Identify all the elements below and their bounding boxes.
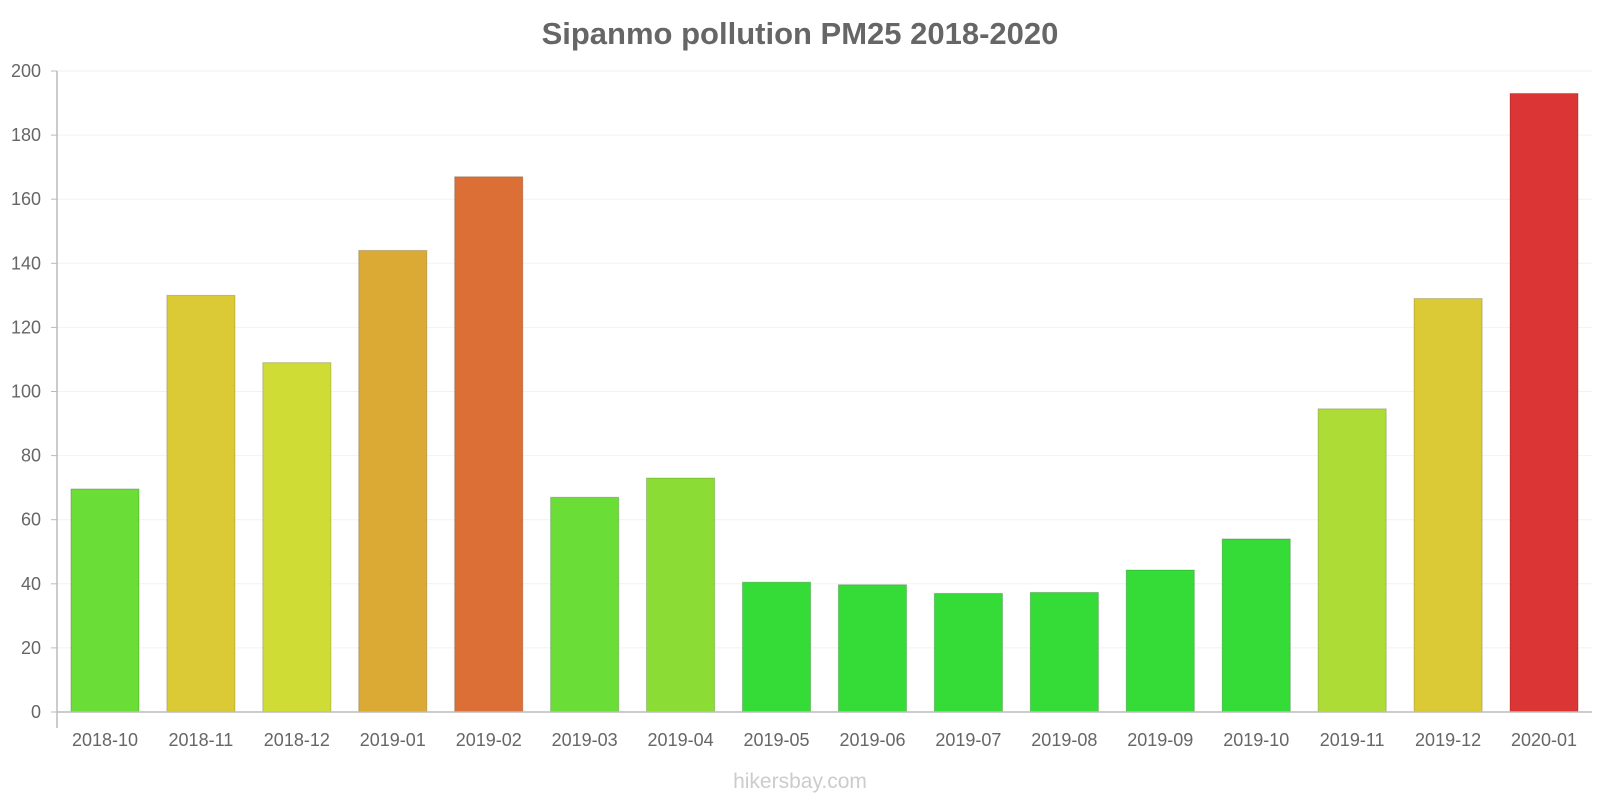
y-tick-label: 160 xyxy=(11,189,41,209)
x-tick-label: 2019-09 xyxy=(1127,730,1193,750)
bar-2019-12 xyxy=(1413,298,1483,713)
x-tick-label: 2019-03 xyxy=(552,730,618,750)
x-tick-labels: 2018-10 2018-11 2018-12 2019-01 2019-02 2019-… xyxy=(72,730,1577,750)
watermark-text: hikersbay.com xyxy=(733,770,867,793)
bar-2019-07 xyxy=(933,592,1003,713)
x-tick-label: 2019-12 xyxy=(1415,730,1481,750)
x-tick-label: 2019-04 xyxy=(648,730,714,750)
x-tick-label: 2020-01 xyxy=(1511,730,1577,750)
bar-2019-02 xyxy=(454,176,524,713)
bar-2019-04 xyxy=(646,477,716,713)
bar-2018-11 xyxy=(166,294,236,713)
bar-2019-06 xyxy=(837,584,908,713)
y-tick-label: 100 xyxy=(11,382,41,402)
x-tick-label: 2019-05 xyxy=(743,730,809,750)
bar-2019-08 xyxy=(1029,591,1099,713)
y-tick-label: 0 xyxy=(31,702,41,722)
x-tick-label: 2019-11 xyxy=(1320,730,1385,750)
y-tick-label: 120 xyxy=(11,317,41,337)
y-tick-label: 200 xyxy=(11,61,41,81)
y-tick-label: 80 xyxy=(21,446,41,466)
y-tick-label: 20 xyxy=(21,638,41,658)
x-tick-label: 2019-10 xyxy=(1223,730,1289,750)
bar-2019-03 xyxy=(550,496,620,713)
bar-2018-10 xyxy=(70,488,140,713)
x-tick-label: 2019-07 xyxy=(935,730,1001,750)
bar-2019-09 xyxy=(1125,569,1195,713)
x-tick-label: 2019-02 xyxy=(456,730,522,750)
bar-2019-10 xyxy=(1221,538,1291,713)
x-tick-label: 2019-06 xyxy=(839,730,905,750)
y-tick-label: 140 xyxy=(11,253,41,273)
bar-2020-01 xyxy=(1509,92,1579,713)
y-tick-label: 180 xyxy=(11,125,41,145)
x-tick-label: 2018-10 xyxy=(72,730,138,750)
axes xyxy=(51,70,1592,728)
y-tick-label: 60 xyxy=(21,510,41,530)
y-tick-label: 40 xyxy=(21,574,41,594)
bar-2018-12 xyxy=(262,362,332,713)
x-tick-label: 2018-11 xyxy=(169,730,234,750)
bars xyxy=(70,92,1579,713)
x-tick-label: 2019-01 xyxy=(360,730,426,750)
x-tick-label: 2019-08 xyxy=(1031,730,1097,750)
chart-title: Sipanmo pollution PM25 2018-2020 xyxy=(541,16,1059,51)
bar-2019-05 xyxy=(741,581,812,713)
bar-2019-11 xyxy=(1317,408,1387,713)
y-tick-labels: 0 20 40 60 80 100 120 140 160 180 200 xyxy=(11,61,41,722)
bar-2019-01 xyxy=(358,249,428,713)
x-tick-label: 2018-12 xyxy=(264,730,330,750)
